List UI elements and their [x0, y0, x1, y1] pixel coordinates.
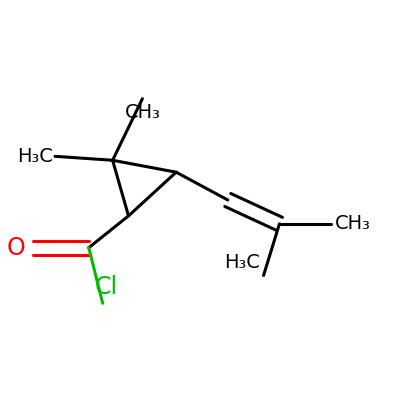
Text: Cl: Cl: [95, 275, 118, 299]
Text: H₃C: H₃C: [224, 252, 260, 272]
Text: CH₃: CH₃: [335, 214, 371, 233]
Text: H₃C: H₃C: [17, 147, 53, 166]
Text: CH₃: CH₃: [124, 103, 160, 122]
Text: O: O: [6, 236, 25, 260]
